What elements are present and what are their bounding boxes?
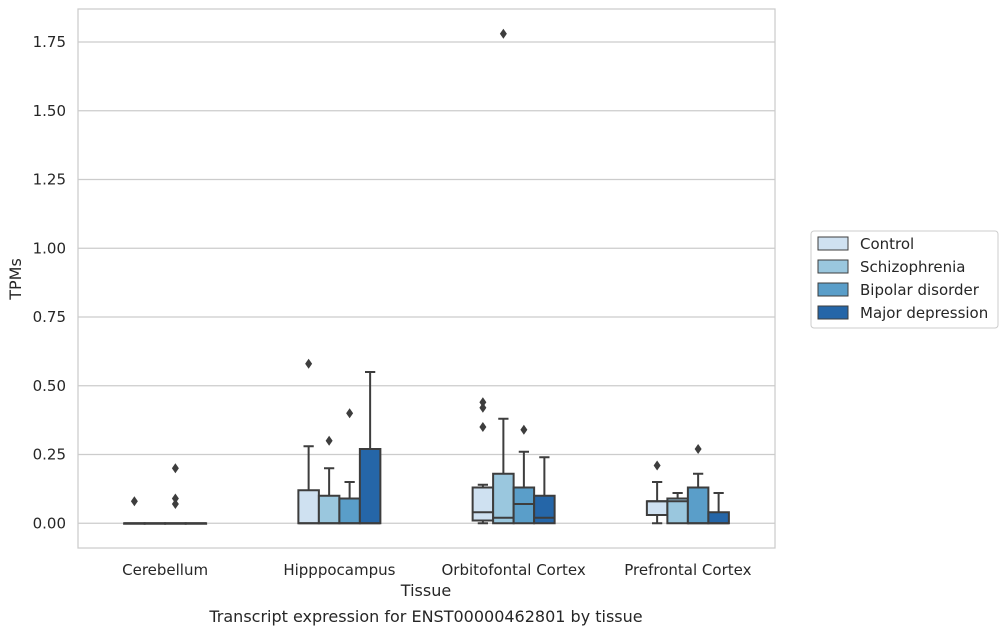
- box-3-2: [533, 456, 556, 525]
- box-2-0: [164, 463, 187, 525]
- box-1-2: [492, 28, 515, 525]
- outlier-point: [130, 496, 138, 507]
- box-0-3: [645, 460, 669, 525]
- legend-swatch: [817, 282, 849, 297]
- x-axis-label: Tissue: [400, 581, 451, 600]
- box-3-0: [184, 522, 208, 525]
- plot-frame: [77, 8, 776, 549]
- box-0-2: [471, 397, 495, 525]
- legend-swatch: [817, 259, 849, 274]
- outlier-point: [325, 435, 333, 446]
- box-body: [317, 494, 341, 525]
- box-1-1: [317, 435, 341, 525]
- outlier-point: [499, 28, 507, 39]
- y-tick-label: 0.75: [33, 308, 66, 326]
- outlier-point: [171, 463, 179, 474]
- box-body: [512, 486, 536, 525]
- y-tick-label: 1.50: [33, 102, 66, 120]
- y-tick-label: 1.25: [33, 171, 66, 189]
- x-tick-label: Cerebellum: [122, 561, 208, 579]
- box-0-0: [123, 496, 146, 525]
- y-tick-label: 1.00: [33, 239, 66, 257]
- y-tick-label: 0.00: [33, 514, 66, 532]
- outlier-point: [520, 424, 528, 435]
- box-2-1: [338, 408, 361, 525]
- outlier-point: [694, 444, 702, 454]
- y-axis-ticks: 0.00 0.25 0.50 0.75 1.00 1.25 1.50 1.75: [33, 33, 66, 532]
- outlier-point: [479, 402, 487, 413]
- outlier-point: [653, 460, 661, 471]
- box-1-0: [143, 522, 167, 525]
- legend-entry: Major depression: [860, 304, 988, 322]
- outlier-point: [171, 499, 179, 509]
- y-tick-label: 1.75: [33, 33, 66, 51]
- box-body: [492, 472, 515, 525]
- legend-entry: Schizophrenia: [860, 258, 965, 276]
- chart-caption: Transcript expression for ENST0000046280…: [208, 607, 642, 626]
- box-2-2: [512, 424, 536, 525]
- y-axis-label: TPMs: [6, 258, 25, 301]
- y-tick-label: 0.25: [33, 446, 66, 464]
- box-body: [707, 511, 730, 525]
- x-tick-label: Hipppocampus: [283, 561, 395, 579]
- outlier-point: [479, 422, 487, 432]
- x-tick-label: Prefrontal Cortex: [624, 561, 751, 579]
- box-body: [686, 486, 710, 525]
- outlier-point: [171, 493, 179, 504]
- box-body: [533, 494, 556, 525]
- outlier-point: [479, 397, 487, 408]
- box-3-1: [358, 371, 382, 525]
- box-1-3: [666, 492, 689, 525]
- legend: Control Schizophrenia Bipolar disorder Majo…: [810, 230, 999, 329]
- outlier-point: [346, 408, 354, 419]
- legend-frame: [810, 230, 999, 329]
- grid-lines: [78, 41, 775, 524]
- x-tick-label: Orbitofontal Cortex: [442, 561, 586, 579]
- legend-swatch: [817, 236, 849, 251]
- legend-entry: Bipolar disorder: [860, 281, 980, 299]
- box-body: [297, 489, 320, 525]
- box-series: [123, 28, 730, 525]
- legend-entry: Control: [860, 235, 914, 253]
- box-body: [645, 500, 669, 516]
- box-0-1: [297, 358, 320, 525]
- box-2-3: [686, 444, 710, 525]
- box-body: [358, 448, 382, 525]
- legend-swatch: [817, 305, 849, 320]
- box-body: [338, 497, 361, 525]
- box-3-3: [707, 492, 730, 525]
- x-axis-ticks: Cerebellum Hipppocampus Orbitofontal Corte…: [122, 561, 751, 579]
- y-tick-label: 0.50: [33, 377, 66, 395]
- outlier-point: [305, 358, 313, 369]
- box-body: [471, 486, 495, 522]
